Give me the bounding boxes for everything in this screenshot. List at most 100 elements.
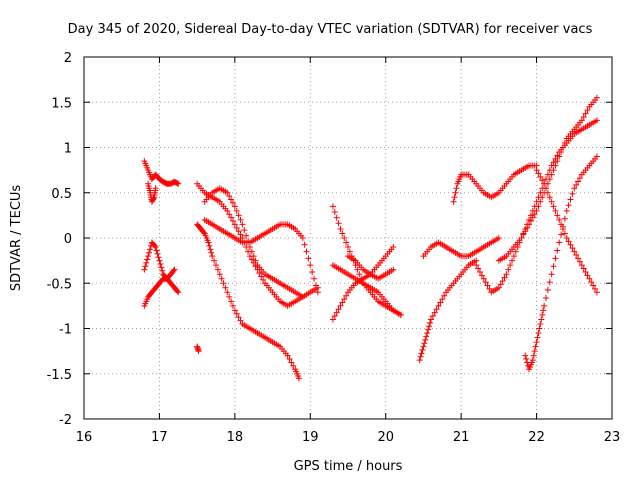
data-point xyxy=(575,178,582,185)
data-point xyxy=(537,173,544,180)
data-point xyxy=(537,198,544,205)
data-point xyxy=(482,279,489,286)
data-point xyxy=(226,211,233,218)
data-point xyxy=(427,319,434,326)
data-point xyxy=(571,248,578,255)
series-s20 xyxy=(533,167,600,296)
data-point xyxy=(546,176,553,183)
data-point xyxy=(526,221,533,228)
data-point xyxy=(233,207,240,214)
x-axis-label: GPS time / hours xyxy=(294,459,403,474)
data-point xyxy=(228,196,235,203)
data-point xyxy=(158,264,165,271)
data-point xyxy=(512,248,519,255)
y-tick-label: -1 xyxy=(59,323,72,338)
data-point xyxy=(214,266,221,273)
data-point xyxy=(218,275,225,282)
data-point xyxy=(229,302,236,309)
series-s1 xyxy=(141,158,182,187)
data-point xyxy=(343,239,350,246)
data-point xyxy=(420,343,427,350)
data-point xyxy=(556,216,563,223)
data-point xyxy=(535,330,542,337)
data-point xyxy=(200,229,207,236)
data-point xyxy=(548,198,555,205)
data-point xyxy=(452,189,459,196)
data-point xyxy=(538,316,545,323)
data-point xyxy=(565,202,572,209)
data-point xyxy=(256,270,263,277)
data-point xyxy=(539,194,546,201)
data-point xyxy=(495,235,502,241)
data-point xyxy=(146,249,153,256)
data-point xyxy=(486,285,493,292)
series-s4 xyxy=(141,239,178,282)
data-point xyxy=(228,214,235,221)
series-s13 xyxy=(345,253,397,282)
data-point xyxy=(216,271,223,278)
x-tick-label: 20 xyxy=(377,430,394,445)
data-point xyxy=(576,175,583,182)
y-tick-label: -0.5 xyxy=(47,277,72,292)
data-point xyxy=(397,311,404,318)
data-point xyxy=(554,212,561,219)
data-point xyxy=(507,262,514,269)
data-point xyxy=(237,216,244,223)
data-point xyxy=(423,333,430,340)
data-point xyxy=(346,248,353,255)
data-point xyxy=(573,251,580,258)
data-point xyxy=(593,289,600,296)
y-tick-label: 0 xyxy=(64,232,72,247)
data-point xyxy=(418,350,425,357)
data-point xyxy=(582,110,589,117)
data-point xyxy=(174,288,181,295)
series-s10 xyxy=(329,203,404,318)
data-point xyxy=(556,239,563,246)
data-point xyxy=(245,238,252,245)
data-point xyxy=(593,153,600,160)
data-point xyxy=(151,242,158,249)
data-point xyxy=(237,231,244,238)
y-tick-label: -1.5 xyxy=(47,368,72,383)
data-points xyxy=(141,94,600,382)
y-tick-label: 1 xyxy=(64,142,72,157)
data-point xyxy=(527,218,534,225)
data-point xyxy=(233,310,240,317)
y-tick-label: 1.5 xyxy=(51,96,72,111)
data-point xyxy=(427,316,434,323)
data-point xyxy=(531,348,538,355)
data-point xyxy=(530,352,537,359)
data-point xyxy=(561,230,568,237)
data-point xyxy=(301,241,308,248)
series-s9 xyxy=(201,185,306,300)
data-point xyxy=(550,167,557,174)
data-point xyxy=(578,262,585,269)
y-tick-label: -2 xyxy=(59,413,72,428)
data-point xyxy=(229,218,236,225)
data-point xyxy=(477,268,483,275)
data-point xyxy=(241,227,248,234)
data-point xyxy=(586,275,593,282)
data-point xyxy=(453,185,460,192)
series-s16 xyxy=(450,162,540,205)
data-point xyxy=(260,276,267,283)
data-point xyxy=(588,279,595,286)
data-point xyxy=(356,271,363,278)
data-point xyxy=(237,317,244,324)
data-point xyxy=(159,267,166,274)
data-point xyxy=(209,253,216,260)
data-point xyxy=(207,246,214,253)
data-point xyxy=(484,282,491,289)
data-point xyxy=(556,153,563,160)
data-point xyxy=(592,285,599,292)
data-point xyxy=(439,296,446,303)
data-point xyxy=(335,220,342,227)
y-axis-label: SDTVAR / TECUs xyxy=(9,185,24,292)
data-point xyxy=(333,214,340,221)
data-point xyxy=(535,203,542,210)
data-point xyxy=(563,207,570,214)
x-tick-label: 19 xyxy=(302,430,319,445)
data-point xyxy=(170,267,177,274)
series-s19 xyxy=(522,153,600,373)
data-point xyxy=(171,266,178,273)
